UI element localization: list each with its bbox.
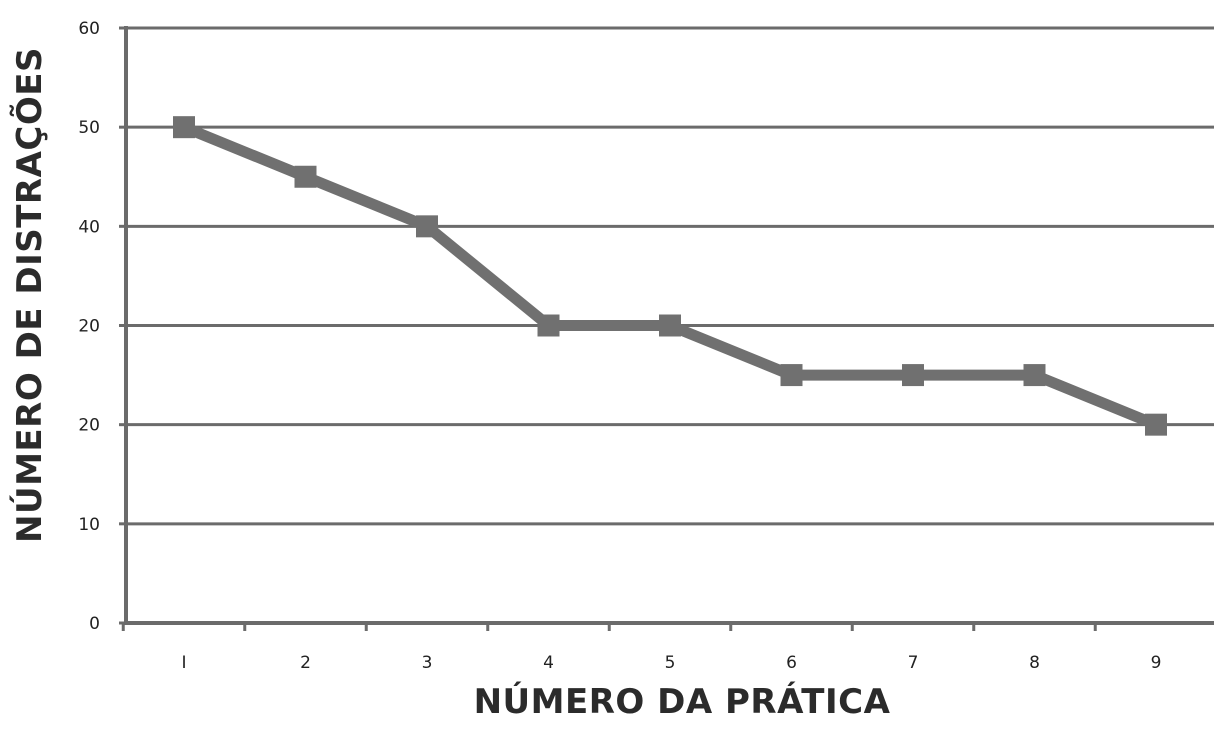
x-tick-label: I <box>181 653 186 673</box>
y-tick-label: 60 <box>78 19 100 39</box>
y-tick-label: 20 <box>78 317 100 337</box>
data-point-marker <box>173 116 195 139</box>
data-series <box>173 116 1167 436</box>
data-point-marker <box>780 364 803 387</box>
x-tick-label: 3 <box>422 653 433 673</box>
x-tick-label: 2 <box>300 653 311 673</box>
data-point-marker <box>416 215 438 238</box>
x-tick-label: 5 <box>665 653 676 673</box>
data-point-marker <box>902 364 924 387</box>
x-axis-title: NÚMERO DA PRÁTICA <box>473 682 891 722</box>
y-tick-label: 20 <box>78 416 100 436</box>
y-axis-title: NÚMERO DE DISTRAÇÕES <box>10 47 50 543</box>
data-point-marker <box>1023 364 1046 387</box>
x-tick-label: 6 <box>786 653 797 673</box>
axes <box>119 26 1214 631</box>
x-tick-label: 8 <box>1029 653 1040 673</box>
x-tick-label: 9 <box>1151 653 1162 673</box>
data-point-marker <box>659 314 681 337</box>
series-line <box>181 122 1159 430</box>
data-point-marker <box>294 165 317 188</box>
y-tick-label: 40 <box>78 217 100 237</box>
y-tick-label: 0 <box>89 614 100 634</box>
y-tick-label: 50 <box>78 118 100 138</box>
y-tick-labels: 0 10 20 20 40 50 60 <box>78 19 100 634</box>
y-tick-label: 10 <box>78 515 100 535</box>
x-tick-labels: I 2 3 4 5 6 7 8 9 <box>181 653 1161 673</box>
x-tick-label: 4 <box>543 653 554 673</box>
x-tick-label: 7 <box>908 653 919 673</box>
data-point-marker <box>1145 413 1167 436</box>
data-point-marker <box>537 314 560 337</box>
grid-lines <box>126 26 1214 526</box>
